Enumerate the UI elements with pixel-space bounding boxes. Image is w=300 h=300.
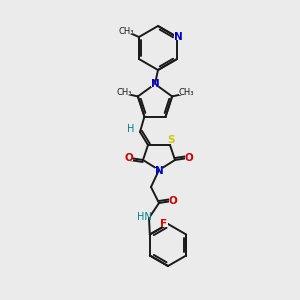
FancyBboxPatch shape	[179, 89, 193, 95]
Text: N: N	[174, 32, 182, 42]
Text: CH₃: CH₃	[118, 26, 134, 35]
FancyBboxPatch shape	[125, 155, 133, 161]
FancyBboxPatch shape	[174, 34, 182, 40]
Text: F: F	[160, 219, 168, 229]
Text: O: O	[124, 153, 134, 163]
FancyBboxPatch shape	[185, 155, 193, 161]
Text: CH₃: CH₃	[178, 88, 194, 97]
FancyBboxPatch shape	[151, 81, 159, 87]
FancyBboxPatch shape	[155, 168, 163, 174]
FancyBboxPatch shape	[169, 198, 177, 204]
FancyBboxPatch shape	[138, 214, 150, 220]
FancyBboxPatch shape	[117, 89, 131, 95]
FancyBboxPatch shape	[128, 127, 134, 131]
FancyBboxPatch shape	[160, 221, 168, 227]
Text: HN: HN	[136, 212, 152, 222]
Text: N: N	[154, 166, 164, 176]
Text: S: S	[167, 135, 175, 145]
Text: H: H	[127, 124, 135, 134]
FancyBboxPatch shape	[119, 28, 133, 34]
FancyBboxPatch shape	[167, 137, 175, 143]
Text: O: O	[184, 153, 194, 163]
Text: O: O	[169, 196, 177, 206]
Text: CH₃: CH₃	[116, 88, 132, 97]
Text: N: N	[151, 79, 159, 89]
